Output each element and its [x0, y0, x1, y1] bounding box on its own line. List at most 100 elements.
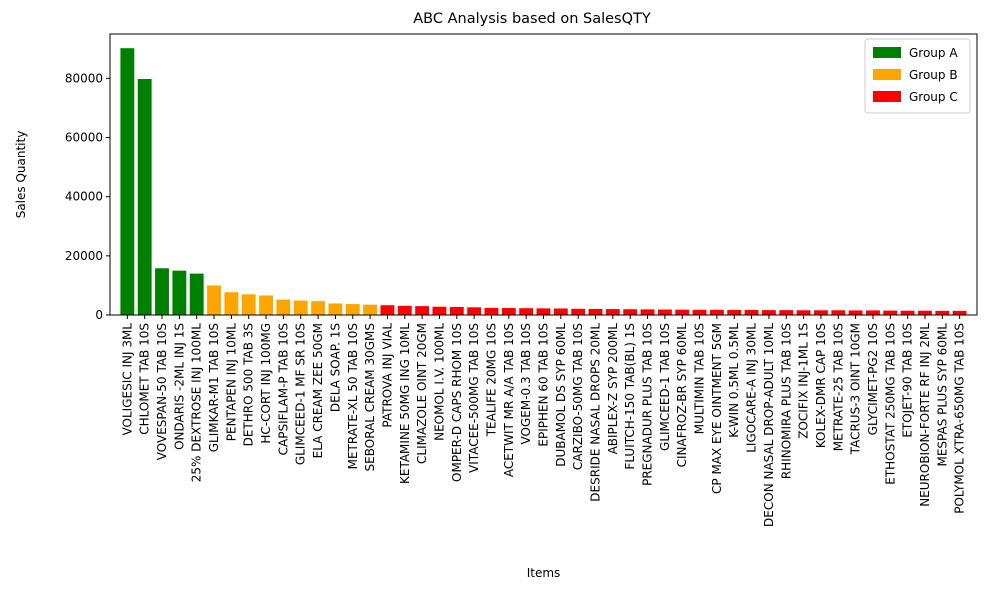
bar [519, 308, 534, 315]
x-tick-label: OMPER-D CAPS RHOM 10S [450, 323, 464, 482]
x-tick-label: PREGNADUR PLUS TAB 10S [641, 323, 655, 486]
chart-title: ABC Analysis based on SalesQTY [413, 11, 651, 27]
y-tick-label: 20000 [65, 249, 103, 263]
x-tick-label: NEOMOL I.V. 100ML [432, 323, 446, 441]
bar [155, 268, 169, 315]
y-axis-ticks: 0 20000 40000 60000 80000 [65, 71, 110, 322]
bar [623, 309, 638, 315]
x-tick-label: MESPAS PLUS SYP 60ML [935, 323, 949, 467]
bar [276, 299, 291, 315]
bar [311, 301, 326, 315]
legend-swatch [873, 69, 901, 80]
x-tick-label: EPIPHEN 60 TAB 10S [537, 323, 551, 447]
legend-swatch [873, 91, 901, 102]
bar [588, 308, 603, 315]
bar [172, 270, 187, 315]
x-tick-label: TEALIFE 20MG 10S [484, 323, 498, 437]
bar [571, 308, 586, 315]
y-axis-label: Sales Quantity [14, 131, 28, 219]
x-tick-label: ETOJET-90 TAB 10S [901, 323, 915, 438]
x-tick-label: VITACEE-500MG TAB 10S [467, 323, 481, 473]
legend-label: Group C [909, 90, 958, 104]
x-tick-label: KOLEX-DMR CAP 10S [814, 323, 828, 448]
legend-label: Group B [909, 68, 958, 82]
bar [501, 308, 516, 315]
bar [553, 308, 568, 315]
bar [137, 78, 152, 316]
bar [918, 310, 932, 315]
bar [363, 304, 378, 315]
x-tick-label: HC-CORT INJ 100MG [259, 323, 273, 444]
bar [779, 310, 794, 315]
x-tick-label: KETAMINE 50MG ING 10ML [398, 323, 412, 484]
bar [761, 310, 776, 315]
x-axis-ticks: VOLIGESIC INJ 3ML CHLOMET TAB 10S VOVESPAN… [120, 315, 967, 527]
x-tick-label: 25% DEXTROSE INJ 100ML [190, 323, 204, 483]
bar [657, 309, 672, 315]
x-tick-label: SEBORAL CREAM 30GMS [363, 323, 377, 471]
legend-label: Group A [909, 46, 958, 60]
plot-frame [109, 33, 978, 316]
bar [709, 309, 724, 315]
bar [189, 273, 204, 315]
x-tick-label: GLIMKAR-M1 TAB 10S [207, 323, 221, 452]
bar [293, 300, 308, 315]
x-tick-label: GLIMCEED-1 TAB 10S [658, 323, 672, 451]
bar [848, 310, 863, 315]
bar [224, 292, 239, 315]
x-tick-label: ELA CREAM ZEE 50GM [311, 323, 325, 458]
bar [935, 310, 950, 315]
bar [449, 307, 464, 315]
x-tick-label: METRATE-25 TAB 10S [831, 323, 845, 451]
x-tick-label: DELA SOAP. 1S [328, 323, 342, 412]
bar [744, 309, 759, 315]
bar [692, 309, 707, 315]
x-tick-label: CINAFROZ-BR SYP 60ML [675, 323, 689, 468]
x-tick-label: ONDARIS -2ML INJ 1S [172, 323, 186, 450]
bars-group [120, 48, 967, 316]
x-tick-label: K-WIN 0.5ML 0.5ML [727, 323, 741, 438]
bar [796, 310, 811, 315]
bar [484, 307, 499, 315]
x-tick-label: CAPSIFLAM-P TAB 10S [276, 323, 290, 455]
x-tick-label: FLUITCH-150 TAB(BL) 1S [623, 323, 637, 470]
x-tick-label: ACETWIT MR A/A TAB 10S [502, 323, 516, 477]
x-tick-label: ETHOSTAT 250MG TAB 10S [883, 323, 897, 485]
x-tick-label: DESRIDE NASAL DROPS 20ML [589, 323, 603, 502]
bar [536, 308, 551, 315]
x-tick-label: VOLIGESIC INJ 3ML [120, 323, 134, 436]
x-tick-label: CP MAX EYE OINTMENT 5GM [710, 323, 724, 494]
bar [415, 306, 430, 315]
x-tick-label: NEUROBION-FORTE RF INJ 2ML [918, 323, 932, 507]
x-tick-label: GLIMCEED-1 MF SR 10S [294, 323, 308, 465]
x-tick-label: DETHRO 500 TAB 3S [242, 323, 256, 446]
bar [380, 305, 395, 315]
x-tick-label: DUBAMOL DS SYP 60ML [554, 323, 568, 467]
x-tick-label: DECON NASAL DROP-ADULT 10ML [762, 323, 776, 527]
bar [900, 310, 915, 315]
y-tick-label: 0 [95, 308, 103, 322]
x-tick-label: CHLOMET TAB 10S [138, 323, 152, 435]
bar [605, 309, 620, 315]
x-tick-label: CARZIBO-50MG TAB 10S [571, 323, 585, 470]
x-tick-label: LIGOCARE-A INJ 30ML [745, 323, 759, 453]
x-tick-label: CLIMAZOLE OINT 20GM [415, 323, 429, 464]
legend: Group A Group B Group C [864, 38, 971, 114]
bar [467, 307, 482, 315]
bar [345, 304, 360, 315]
bar [397, 305, 412, 315]
bar [952, 310, 967, 315]
bar [814, 310, 828, 315]
bar [207, 285, 221, 315]
y-tick-label: 40000 [65, 190, 103, 204]
bar [866, 310, 880, 315]
x-tick-label: GLYCIMET-PG2 10S [866, 323, 880, 435]
bar [120, 48, 135, 315]
bar [883, 310, 898, 315]
bar [831, 310, 846, 315]
x-tick-label: METRATE-XL 50 TAB 10S [346, 323, 360, 469]
bar [259, 295, 273, 315]
x-tick-label: PENTAPEN INJ 10ML [224, 323, 238, 442]
x-tick-label: POLYMOL XTRA-650MG TAB 10S [953, 323, 967, 514]
